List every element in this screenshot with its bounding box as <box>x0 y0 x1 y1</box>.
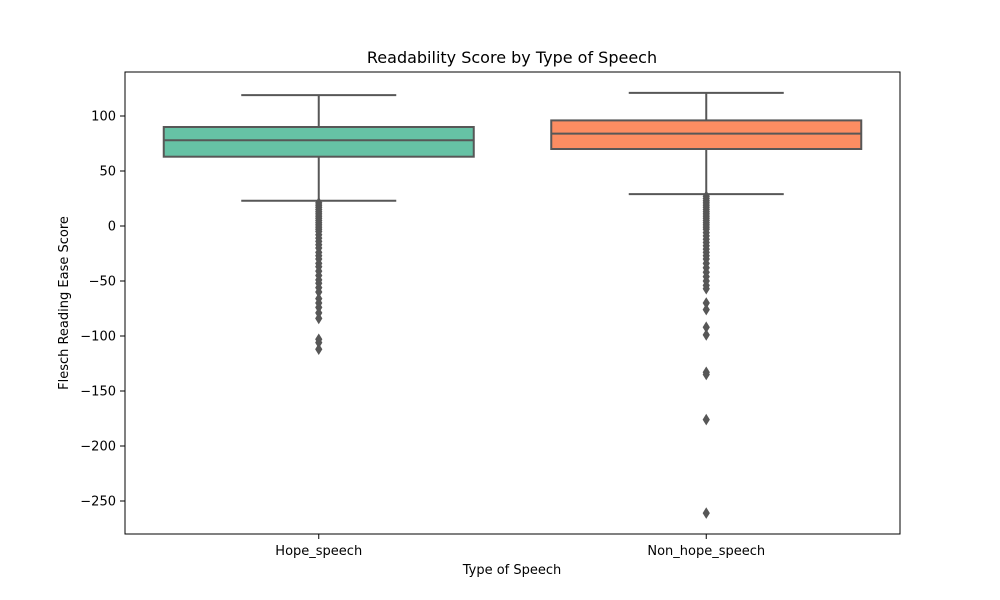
outlier-point <box>702 303 710 316</box>
outlier-point <box>315 312 323 325</box>
y-tick-label: −200 <box>80 440 116 455</box>
plot-frame <box>124 71 901 535</box>
x-tick-label: Non_hope_speech <box>647 544 765 559</box>
y-tick-label: 100 <box>91 110 116 125</box>
x-axis-label: Type of Speech <box>462 563 562 578</box>
y-tick-label: −100 <box>80 330 116 345</box>
y-tick-label: −150 <box>80 385 116 400</box>
chart-marks: Hope_speech Non_hope_speech 100 50 0 −50 −100 −… <box>80 71 901 559</box>
outlier-point <box>702 282 710 295</box>
outlier-point <box>315 343 323 355</box>
box-hope-speech <box>162 126 475 158</box>
outlier-point <box>702 413 710 426</box>
y-tick-label: −250 <box>80 495 116 510</box>
y-tick-label: −50 <box>89 275 116 290</box>
box-non-hope-speech <box>550 119 863 151</box>
outlier-point <box>702 329 710 341</box>
chart-title: Readability Score by Type of Speech <box>367 48 657 67</box>
x-tick-label: Hope_speech <box>275 544 362 559</box>
y-tick-label: 0 <box>108 220 116 235</box>
outlier-point <box>702 368 710 381</box>
outlier-point <box>702 507 710 519</box>
y-tick-label: 50 <box>99 165 116 180</box>
y-axis-label: Flesch Reading Ease Score <box>57 216 72 390</box>
